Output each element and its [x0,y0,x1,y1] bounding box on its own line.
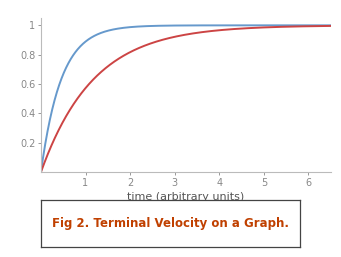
Text: v/V$_T$: v/V$_T$ [18,0,42,3]
X-axis label: time (arbitrary units): time (arbitrary units) [127,192,244,202]
Text: Fig 2. Terminal Velocity on a Graph.: Fig 2. Terminal Velocity on a Graph. [52,217,289,230]
